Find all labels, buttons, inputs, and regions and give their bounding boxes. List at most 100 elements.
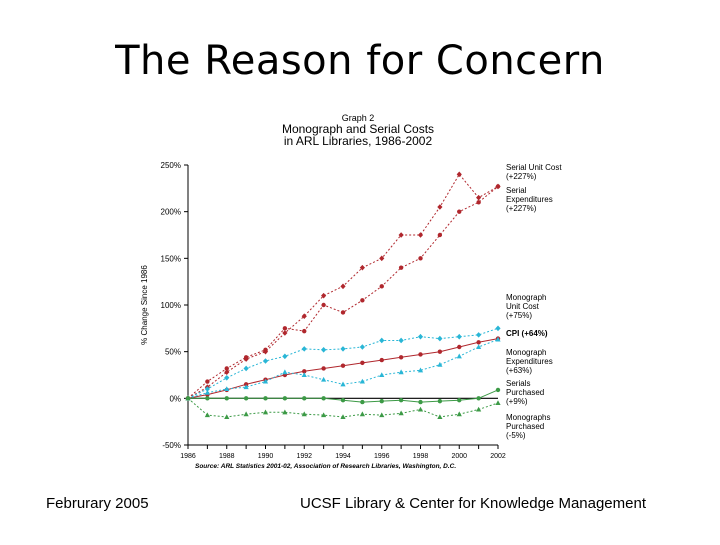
legend-label-line: Expenditures [506,357,553,366]
data-point [340,398,346,403]
legend-label-line: Unit Cost [506,302,540,311]
footer-organization: UCSF Library & Center for Knowledge Mana… [300,495,646,512]
data-point [437,335,443,342]
data-point [476,406,482,412]
data-point [340,310,346,315]
data-point [359,264,365,271]
footer-date: Februrary 2005 [46,495,149,512]
data-point [224,375,230,381]
legend-label-line: Monograph [506,293,546,302]
chart-ylabel: % Change Since 1986 [140,265,149,345]
data-point [262,358,269,364]
data-point [263,347,268,352]
data-point [340,363,346,368]
data-point [398,369,404,375]
data-point [456,333,462,340]
x-tick-label: 1996 [374,453,390,460]
legend-label-line: (+227%) [506,172,537,181]
legend-label-line: (+75%) [506,311,532,320]
data-point [243,396,249,401]
data-point [476,344,482,349]
data-point [379,255,385,262]
data-point [302,328,307,334]
data-point [456,411,462,417]
data-point [282,353,288,360]
data-point [476,194,482,201]
legend-label-line: Purchased [506,388,544,397]
data-point [321,396,326,401]
data-point [457,209,462,214]
data-point [340,283,346,290]
legend-label: Serial Unit Cost (+227%) [506,163,562,181]
data-point [262,378,269,384]
slide-title: The Reason for Concern [115,38,605,84]
data-point [224,414,230,419]
data-point [359,378,365,384]
chart-graph-label: Graph 2 [342,113,375,123]
data-point [204,389,210,395]
data-point [204,412,210,418]
x-tick-label: 2002 [490,453,506,460]
chart-source: Source: ARL Statistics 2001-02, Associat… [195,463,456,470]
y-tick-label: 200% [161,208,181,217]
data-point [437,398,443,404]
data-point [359,411,365,417]
data-point [263,396,268,401]
data-point [379,398,384,404]
data-point [282,369,288,375]
data-point [321,302,326,308]
data-point [417,333,424,340]
x-tick-label: 1990 [258,453,274,460]
legend-label-line: (+9%) [506,397,528,406]
x-tick-label: 1994 [335,453,351,460]
x-tick-label: 1986 [180,453,196,460]
data-point [301,411,307,417]
data-point [417,406,424,412]
legend-label-line: Purchased [506,422,544,431]
legend-label: Monographs Purchased (-5%) [506,413,550,440]
data-point [359,344,365,350]
x-tick-label: 2000 [451,453,467,460]
data-point [205,379,210,384]
data-point [379,372,385,377]
data-point [437,361,443,367]
y-tick-label: 50% [165,348,181,357]
data-point [282,396,288,401]
legend-label-line: Serial [506,186,527,195]
data-point [495,325,501,332]
legend-label-line: Serials [506,379,530,388]
legend-label-line: Monographs [506,413,550,422]
data-point [321,412,327,418]
data-point [301,313,307,319]
data-point [437,414,443,419]
data-point [418,256,423,261]
x-tick-label: 1998 [413,453,429,460]
x-tick-label: 1992 [296,453,312,460]
data-point [224,396,229,401]
data-point [321,292,327,299]
y-tick-label: 250% [161,161,181,170]
data-point [379,284,384,289]
legend-label: Monograph Expenditures (+63%) [506,348,553,375]
data-point [243,411,249,417]
data-point [495,387,501,393]
data-point [321,366,326,371]
data-point [205,396,210,401]
data-point [495,184,501,189]
data-point [379,357,384,363]
y-tick-label: 0% [169,394,181,403]
data-point [437,204,443,210]
data-point [321,376,327,382]
legend-label-line: Expenditures [506,195,553,204]
data-point [495,400,501,405]
data-point [379,412,385,418]
data-point [282,326,288,331]
legend-label-line: Serial Unit Cost [506,163,562,172]
data-point [224,369,230,375]
data-point [360,360,365,366]
y-tick-label: 150% [161,254,181,263]
chart-title: Monograph and Serial Costs [282,122,434,136]
legend-label: Serials Purchased (+9%) [506,379,544,406]
y-tick-label: -50% [162,441,181,450]
